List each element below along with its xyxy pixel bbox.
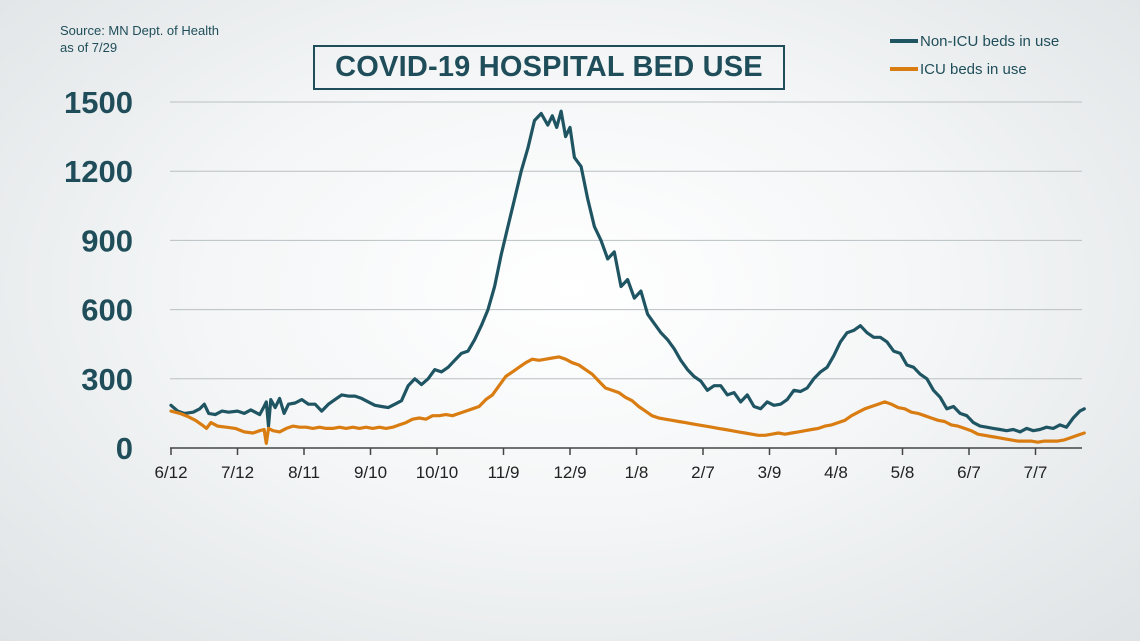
y-tick-label: 1200 <box>64 154 133 189</box>
x-tick-label: 7/12 <box>221 463 254 482</box>
legend-label-icu: ICU beds in use <box>920 60 1027 78</box>
legend-item-icu: ICU beds in use <box>890 56 1059 82</box>
x-tick-label: 11/9 <box>488 463 520 482</box>
x-tick-label: 10/10 <box>416 463 459 482</box>
chart-legend: Non-ICU beds in use ICU beds in use <box>890 28 1059 84</box>
x-tick-label: 4/8 <box>824 463 848 482</box>
x-tick-label: 1/8 <box>625 463 649 482</box>
x-tick-label: 6/12 <box>154 463 187 482</box>
x-tick-label: 12/9 <box>553 463 586 482</box>
x-tick-label: 5/8 <box>891 463 915 482</box>
series-line-non-icu <box>169 109 1086 434</box>
x-tick-label: 8/11 <box>288 463 320 482</box>
source-line: Source: MN Dept. of Health <box>60 23 219 38</box>
chart-title-text: COVID-19 HOSPITAL BED USE <box>335 51 763 83</box>
y-tick-label: 0 <box>116 431 133 466</box>
source-note: Source: MN Dept. of Health as of 7/29 <box>60 22 219 56</box>
y-tick-label: 300 <box>81 362 133 397</box>
x-tick-label: 7/7 <box>1024 463 1048 482</box>
chart-title: COVID-19 HOSPITAL BED USE <box>313 45 785 90</box>
legend-swatch-non-icu <box>890 39 918 43</box>
source-date-line: as of 7/29 <box>60 40 118 55</box>
legend-item-non-icu: Non-ICU beds in use <box>890 28 1059 54</box>
y-tick-label: 600 <box>81 293 133 328</box>
legend-label-non-icu: Non-ICU beds in use <box>920 32 1060 50</box>
x-tick-label: 3/9 <box>758 463 782 482</box>
y-tick-label: 900 <box>81 223 133 258</box>
x-tick-label: 9/10 <box>354 463 387 482</box>
x-tick-label: 2/7 <box>691 463 715 482</box>
series-line-icu <box>169 355 1086 445</box>
y-tick-label: 1500 <box>64 85 133 120</box>
x-tick-label: 6/7 <box>957 463 981 482</box>
legend-swatch-icu <box>890 67 918 71</box>
